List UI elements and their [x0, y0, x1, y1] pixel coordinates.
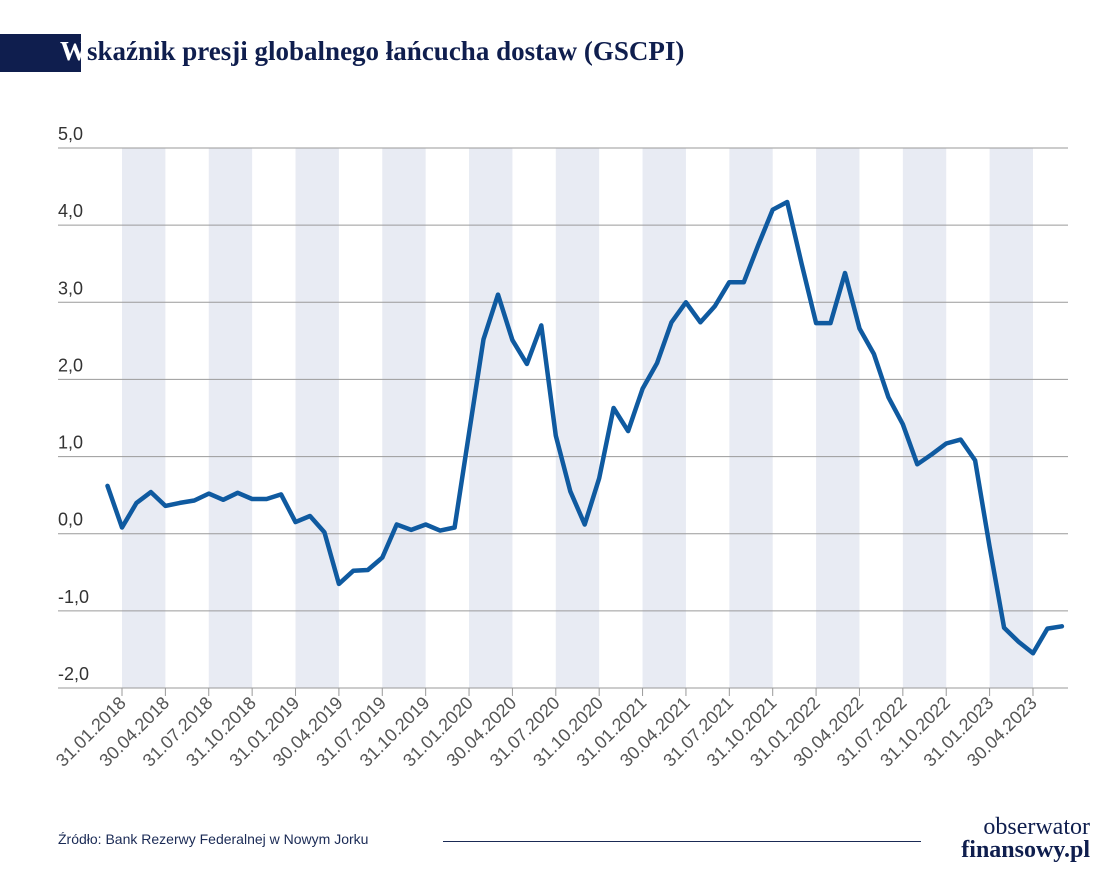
band-2 [208, 148, 253, 688]
y-tick-label-5: 0,0 [58, 510, 83, 530]
band-14 [729, 148, 773, 688]
y-tick-label-1: 4,0 [58, 201, 83, 221]
band-12 [642, 148, 686, 688]
band-16 [816, 148, 860, 688]
logo-line-2: finansowy.pl [961, 837, 1090, 863]
x-axis [58, 687, 1068, 696]
series-line [105, 199, 1065, 656]
band-6 [382, 148, 426, 688]
band-18 [902, 148, 947, 688]
x-axis-tick-labels: 31.01.201830.04.201831.07.201831.10.2018… [52, 693, 1041, 771]
alternating-bands [122, 148, 1033, 688]
y-tick-label-7: -2,0 [58, 664, 89, 684]
band-8 [469, 148, 513, 688]
y-tick-label-2: 3,0 [58, 278, 83, 298]
logo-line-1: obserwator [983, 814, 1090, 840]
title-accent-bar [0, 34, 81, 72]
y-tick-label-3: 2,0 [58, 355, 83, 375]
y-axis-tick-labels: 5,0 4,0 3,0 2,0 1,0 0,0 -1,0 -2,0 [58, 124, 89, 684]
y-tick-label-0: 5,0 [58, 124, 83, 144]
chart-title-first-letter: W [60, 36, 87, 66]
publisher-logo: obserwator finansowy.pl [930, 814, 1090, 863]
chart-title-rest: skaźnik presji globalnego łańcucha dosta… [87, 36, 685, 66]
band-10 [555, 148, 600, 688]
band-4 [295, 148, 339, 688]
source-divider [443, 841, 921, 842]
y-tick-label-4: 1,0 [58, 433, 83, 453]
band-20 [989, 148, 1033, 688]
chart-title: Wskaźnik presji globalnego łańcucha dost… [60, 36, 684, 67]
band-0 [122, 148, 166, 688]
source-note: Źródło: Bank Rezerwy Federalnej w Nowym … [58, 831, 369, 847]
y-tick-label-6: -1,0 [58, 587, 89, 607]
